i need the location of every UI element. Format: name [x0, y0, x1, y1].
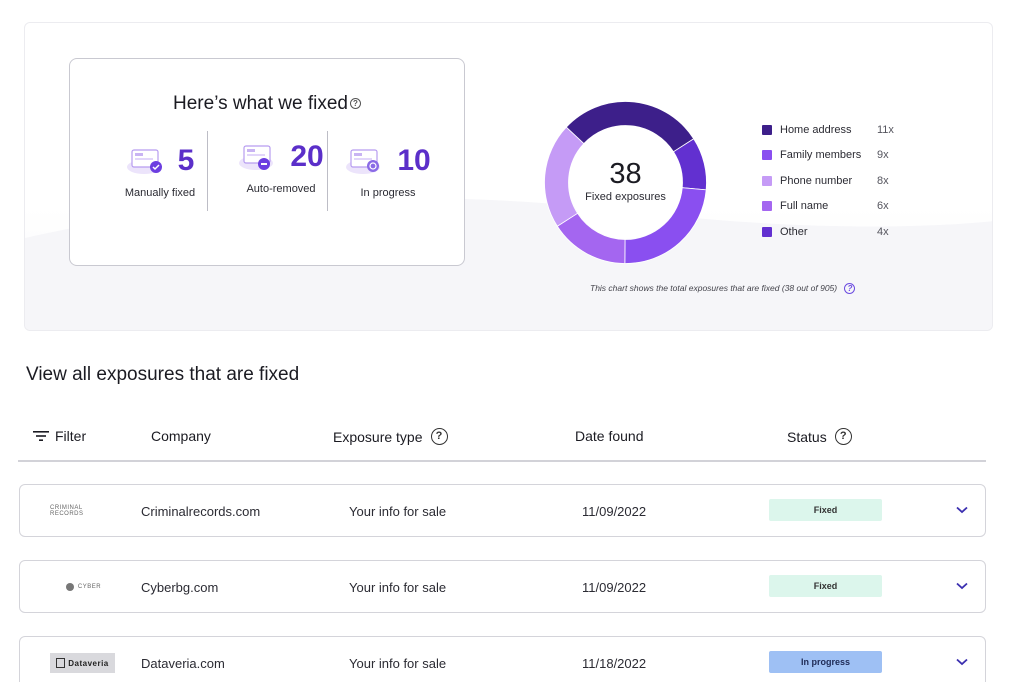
- column-header-status: Status ?: [787, 428, 852, 445]
- company-name: Criminalrecords.com: [141, 504, 261, 519]
- legend-swatch: [762, 124, 772, 135]
- column-label: Date found: [575, 428, 644, 444]
- donut-legend: Home address 11x Family members 9x Phone…: [762, 117, 894, 245]
- exposure-type: Your info for sale: [349, 656, 447, 671]
- legend-label: Phone number: [780, 174, 853, 187]
- company-name: Cyberbg.com: [141, 580, 219, 595]
- fixed-summary-title: Here’s what we fixed?: [70, 93, 464, 115]
- company-logo: CYBER: [50, 575, 116, 599]
- donut-total: 38: [609, 158, 642, 190]
- legend-count: 11x: [877, 123, 894, 136]
- divider: [327, 131, 328, 211]
- chevron-down-icon[interactable]: [956, 582, 968, 590]
- company-logo-text: CRIMINAL RECORDS: [50, 505, 84, 517]
- column-label: Company: [151, 428, 211, 444]
- chevron-down-icon[interactable]: [956, 658, 968, 666]
- table-header: Filter Company Exposure type ? Date foun…: [18, 418, 986, 462]
- donut-hole: [569, 126, 682, 239]
- legend-label: Home address: [780, 123, 852, 136]
- legend-label: Full name: [780, 200, 829, 213]
- company-logo: CRIMINAL RECORDS: [50, 499, 116, 523]
- column-header-company: Company: [151, 428, 211, 444]
- exposure-type: Your info for sale: [349, 504, 447, 519]
- chart-note: This chart shows the total exposures tha…: [590, 283, 856, 295]
- donut-slice-home-address: [565, 101, 695, 153]
- company-name: Dataveria.com: [141, 656, 225, 671]
- date-found: 11/09/2022: [582, 580, 647, 595]
- legend-label: Family members: [780, 149, 862, 162]
- fixed-summary-title-text: Here’s what we fixed: [173, 93, 348, 114]
- in-progress-icon: [346, 149, 381, 174]
- company-logo-text: Dataveria: [68, 658, 109, 668]
- legend-count: 8x: [877, 174, 889, 187]
- cyber-logo-icon: [65, 583, 74, 591]
- help-icon[interactable]: ?: [349, 98, 361, 110]
- legend-swatch: [762, 226, 772, 237]
- stat-value: 10: [397, 144, 431, 177]
- legend-count: 9x: [877, 149, 889, 162]
- company-logo-text: CYBER: [77, 584, 102, 590]
- donut-svg: [544, 101, 707, 264]
- legend-count: 6x: [877, 200, 889, 213]
- exposure-type: Your info for sale: [349, 580, 447, 595]
- date-found: 11/09/2022: [582, 504, 647, 519]
- legend-swatch: [762, 150, 772, 161]
- column-header-date-found: Date found: [575, 428, 644, 444]
- column-label: Status: [787, 428, 827, 445]
- legend-item-other: Other 4x: [762, 219, 894, 245]
- legend-item-family-members: Family members 9x: [762, 143, 894, 169]
- stat-value: 20: [290, 140, 324, 173]
- filter-label: Filter: [55, 428, 87, 444]
- stat-label: Manually fixed: [124, 187, 196, 199]
- legend-item-full-name: Full name 6x: [762, 194, 894, 220]
- column-header-exposure-type: Exposure type ?: [333, 428, 448, 445]
- dataveria-logo-icon: [56, 658, 66, 668]
- help-icon[interactable]: ?: [430, 428, 448, 445]
- legend-item-phone-number: Phone number 8x: [762, 168, 894, 194]
- company-logo: Dataveria: [50, 653, 115, 673]
- section-title: View all exposures that are fixed: [26, 364, 300, 385]
- donut-center-label: Fixed exposures: [585, 191, 666, 203]
- date-found: 11/18/2022: [582, 656, 647, 671]
- legend-item-home-address: Home address 11x: [762, 117, 894, 143]
- stat-value: 5: [177, 144, 195, 177]
- stat-label: In progress: [360, 187, 416, 199]
- exposures-donut-chart: [543, 100, 708, 265]
- table-row[interactable]: CYBER Cyberbg.com Your info for sale 11/…: [19, 560, 986, 613]
- legend-count: 4x: [877, 225, 889, 238]
- table-row[interactable]: Dataveria Dataveria.com Your info for sa…: [19, 636, 986, 682]
- filter-icon: [33, 431, 49, 441]
- help-icon[interactable]: ?: [834, 428, 852, 445]
- auto-remove-icon: [239, 145, 274, 170]
- table-row[interactable]: CRIMINAL RECORDS Criminalrecords.com You…: [19, 484, 986, 537]
- stat-auto-removed: 20 Auto-removed: [220, 135, 342, 195]
- status-badge: In progress: [769, 651, 882, 673]
- status-badge: Fixed: [769, 499, 882, 521]
- status-badge: Fixed: [769, 575, 882, 597]
- filter-button[interactable]: Filter: [33, 428, 86, 444]
- stat-label: Auto-removed: [246, 183, 316, 195]
- manual-fix-icon: [126, 149, 162, 174]
- divider: [207, 131, 208, 211]
- stat-in-progress: 10 In progress: [342, 139, 434, 199]
- chevron-down-icon[interactable]: [956, 506, 968, 514]
- legend-label: Other: [780, 225, 808, 238]
- legend-swatch: [762, 201, 772, 212]
- help-icon[interactable]: ?: [844, 283, 856, 295]
- stat-manually-fixed: 5 Manually fixed: [104, 139, 216, 199]
- column-label: Exposure type: [333, 428, 423, 445]
- chart-note-text: This chart shows the total exposures tha…: [590, 283, 838, 293]
- legend-swatch: [762, 175, 772, 186]
- fixed-summary-card: Here’s what we fixed? 5 Manually fixed: [69, 58, 465, 266]
